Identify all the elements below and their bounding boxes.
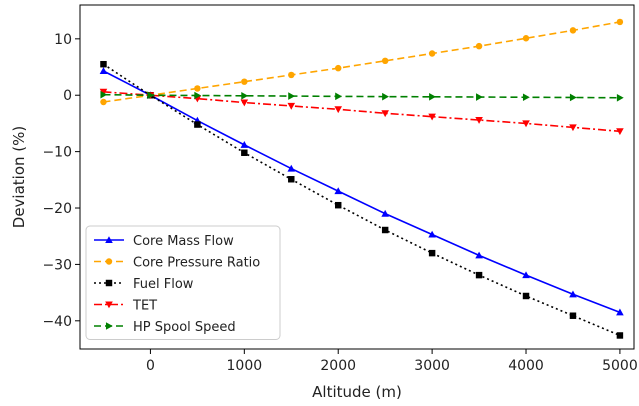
data-point	[522, 120, 530, 128]
data-point	[381, 110, 389, 118]
x-tick-label: 1000	[227, 358, 263, 374]
x-axis-label: Altitude (m)	[312, 383, 402, 401]
data-point	[241, 78, 248, 85]
data-point	[428, 249, 436, 257]
data-point	[475, 42, 483, 50]
series-line	[103, 63, 621, 337]
data-point	[428, 50, 436, 57]
legend-box	[85, 225, 281, 340]
y-tick-label: 0	[63, 88, 72, 104]
data-point	[194, 91, 202, 100]
data-point	[476, 93, 483, 101]
axes: 0 1000 2000 3000 4000 5000 10 0 −10 −20 −30 −40	[42, 4, 638, 374]
data-point	[475, 117, 483, 124]
data-point	[100, 90, 108, 99]
series-1	[100, 18, 624, 106]
data-point	[99, 67, 108, 75]
data-point	[381, 226, 389, 234]
data-point	[475, 271, 483, 279]
data-point	[241, 149, 248, 156]
axes-frame	[79, 4, 635, 350]
data-point	[194, 85, 201, 92]
data-point	[616, 93, 624, 102]
legend-item: Core Mass Flow	[94, 234, 234, 249]
y-tick-label: −30	[42, 257, 72, 273]
data-point	[99, 88, 108, 96]
y-tick-label: −40	[42, 314, 72, 330]
legend-label: Fuel Flow	[133, 277, 194, 292]
series-4	[100, 90, 624, 102]
data-point	[334, 201, 342, 209]
legend-marker	[105, 301, 113, 309]
data-point	[100, 98, 107, 106]
data-point	[616, 332, 624, 339]
legend-item: Core Pressure Ratio	[94, 256, 260, 271]
legend-marker	[105, 236, 113, 244]
legend: Core Mass Flow Core Pressure Ratio Fuel Fl…	[85, 225, 281, 340]
data-point	[522, 35, 530, 42]
y-tick-label: −10	[42, 145, 72, 161]
y-tick-label: −20	[42, 201, 72, 217]
data-point	[382, 92, 389, 101]
x-tick-label: 5000	[602, 358, 638, 374]
data-point	[288, 71, 295, 79]
data-point	[288, 176, 295, 183]
legend-marker	[105, 279, 113, 287]
legend-marker	[105, 258, 113, 265]
legend-label: TET	[132, 299, 157, 314]
series-line	[103, 93, 620, 99]
data-point	[334, 106, 343, 114]
data-point	[522, 93, 530, 102]
legend-label: Core Pressure Ratio	[133, 256, 260, 271]
data-point	[240, 141, 249, 148]
series-0	[99, 67, 624, 316]
data-point	[522, 271, 530, 279]
data-point	[147, 91, 155, 100]
y-axis-label: Deviation (%)	[10, 126, 28, 228]
legend-label: HP Spool Speed	[133, 320, 236, 335]
x-tick-label: 4000	[508, 358, 544, 374]
data-point	[569, 312, 577, 319]
data-point	[428, 230, 436, 238]
data-point	[569, 124, 577, 132]
x-tick-label: 0	[146, 358, 155, 374]
data-point	[381, 209, 389, 217]
legend-item: HP Spool Speed	[94, 320, 236, 335]
legend-marker	[105, 322, 113, 330]
data-point	[288, 92, 296, 100]
legend-item: TET	[94, 299, 157, 314]
data-point	[522, 292, 530, 300]
data-point	[334, 64, 342, 72]
data-point	[475, 251, 483, 259]
series-line	[103, 70, 621, 314]
data-point	[569, 290, 577, 298]
data-point	[428, 113, 436, 121]
data-point	[240, 99, 249, 107]
series-line	[103, 21, 621, 103]
data-point	[335, 92, 343, 101]
data-point	[569, 93, 577, 102]
data-point	[616, 18, 624, 26]
data-point	[334, 187, 343, 195]
x-tick-label: 2000	[320, 358, 356, 374]
legend-item: Fuel Flow	[94, 277, 194, 292]
data-point	[241, 91, 249, 100]
plot-area	[99, 18, 624, 339]
data-point	[100, 60, 107, 68]
data-point	[287, 102, 296, 110]
legend-label: Core Mass Flow	[133, 234, 234, 249]
data-point	[381, 57, 389, 65]
data-point	[616, 128, 624, 136]
data-point	[616, 308, 624, 316]
x-tick-label: 3000	[414, 358, 450, 374]
data-point	[429, 93, 436, 101]
y-tick-label: 10	[54, 32, 72, 48]
series-line	[103, 91, 620, 133]
data-point	[569, 27, 577, 34]
data-point	[287, 164, 296, 172]
data-point	[194, 121, 201, 128]
